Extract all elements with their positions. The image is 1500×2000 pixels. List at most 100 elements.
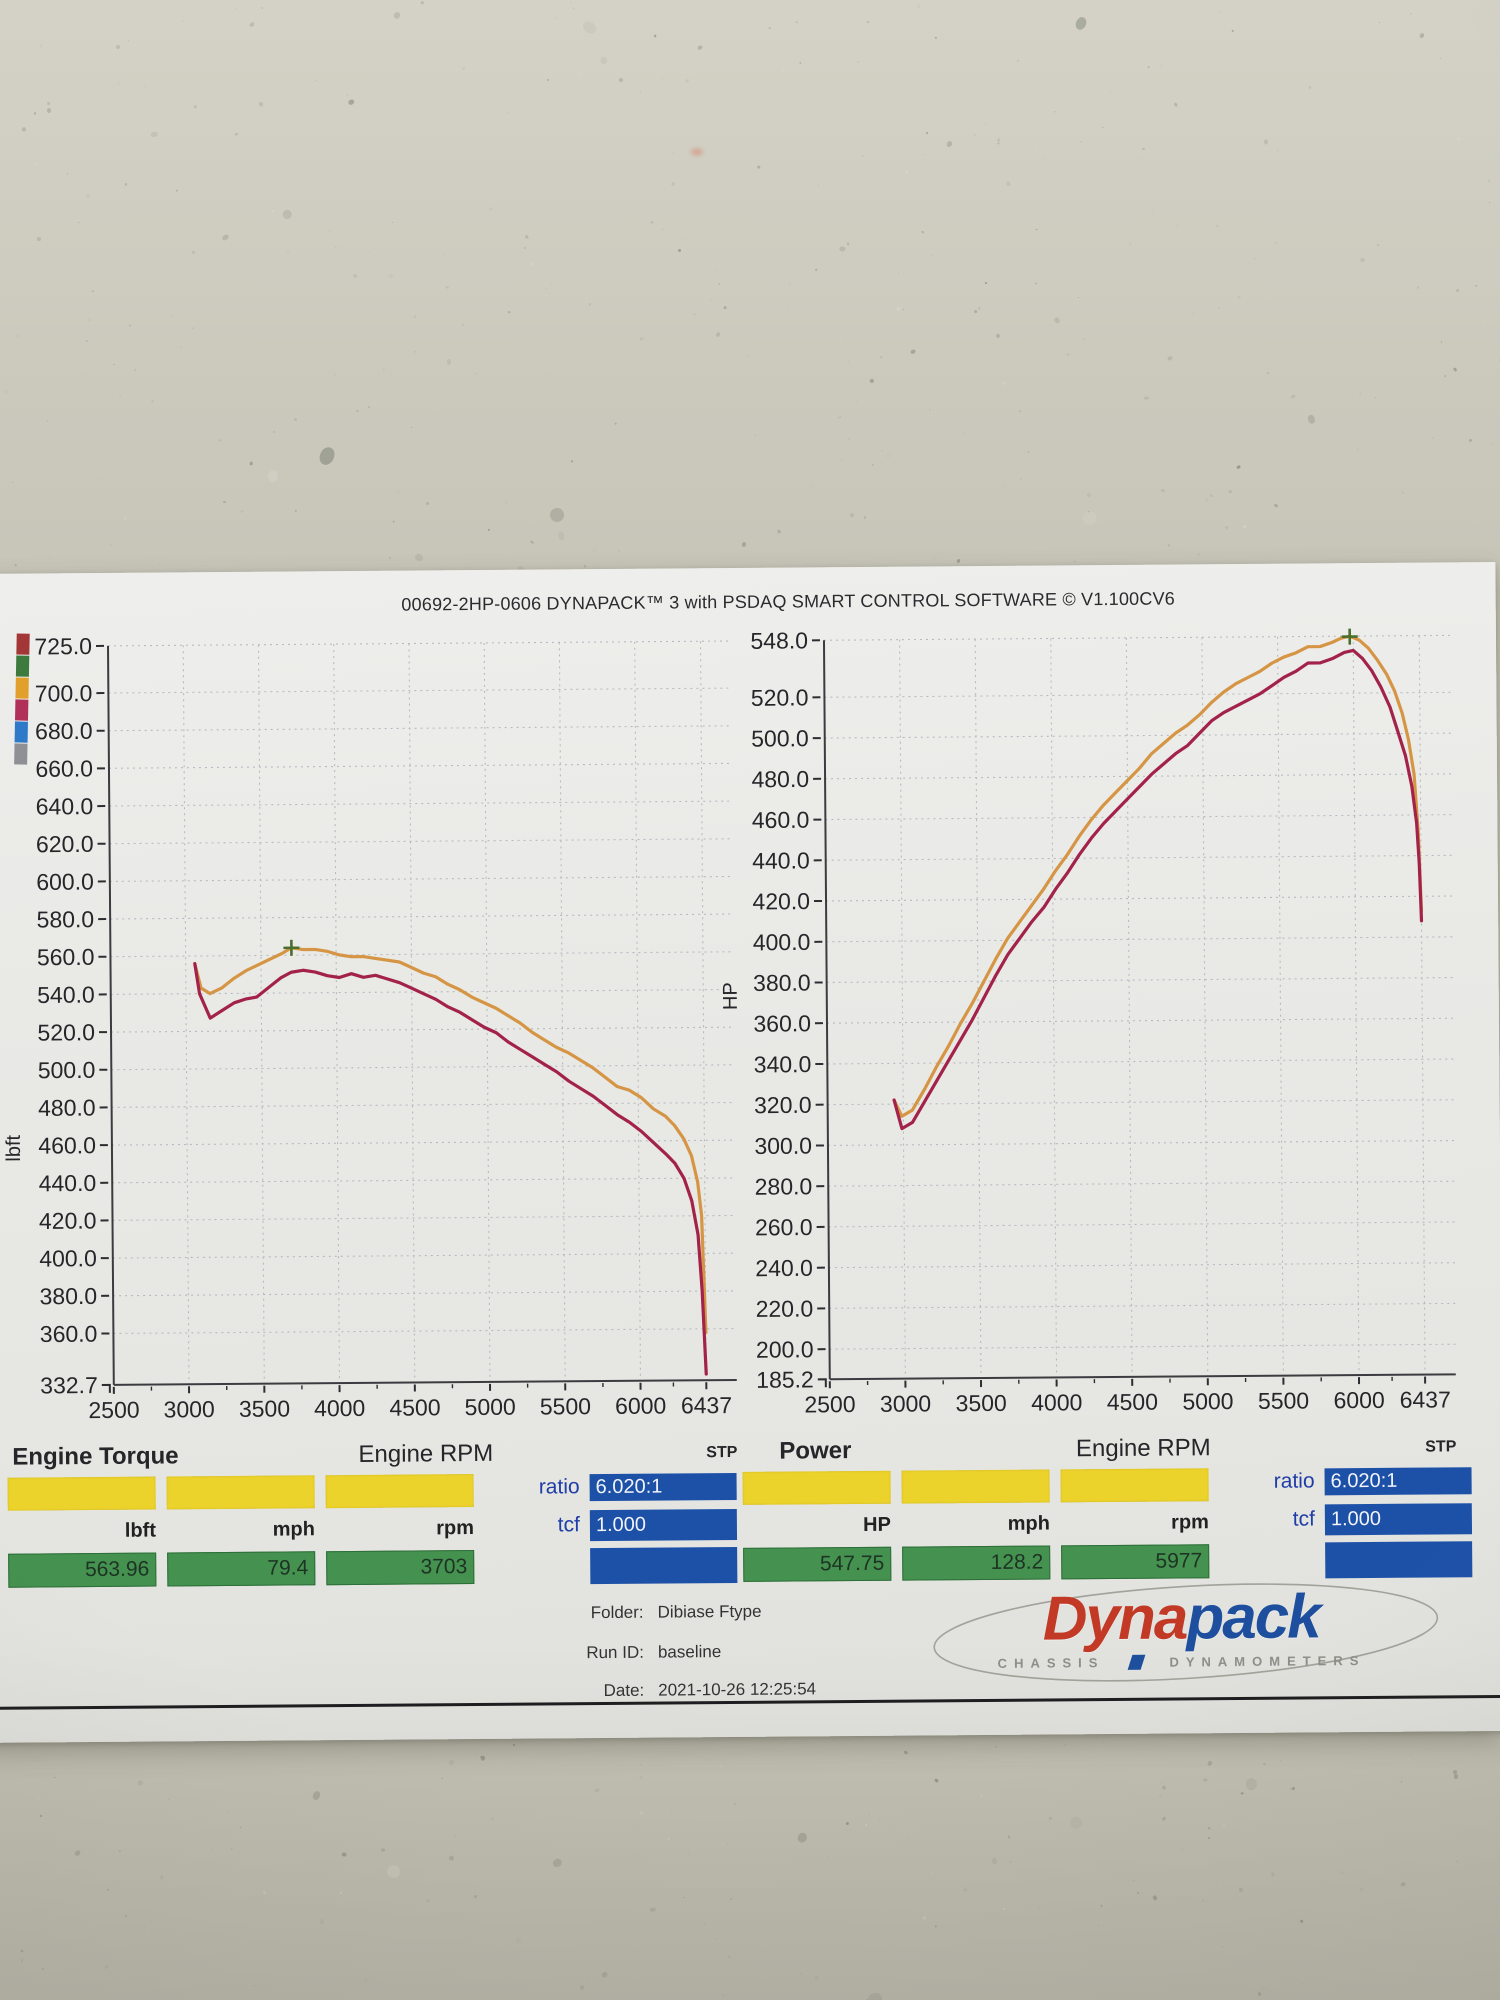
countertop-speck [352,273,358,279]
ratio-label: ratio [538,1475,580,1499]
countertop-speck [393,520,396,523]
countertop-speck [639,1764,641,1766]
y-tick-label: 660.0 [35,755,93,781]
y-tick-label: 185.2 [756,1366,814,1392]
countertop-speck [1422,360,1425,363]
countertop-speck [701,498,704,501]
countertop-speck [234,7,238,11]
countertop-speck [818,185,820,187]
countertop-speck [262,1891,267,1895]
countertop-speck [21,126,27,132]
y-tick-label: 680.0 [35,718,93,744]
power-stp-note: STP [1425,1438,1457,1456]
countertop-speck [448,1855,455,1861]
countertop-speck [601,1970,609,1979]
countertop-speck [340,1891,343,1894]
countertop-speck [1179,1847,1184,1852]
ratio-value: 6.020:1 [1324,1467,1472,1496]
countertop-speck [1101,1740,1104,1743]
countertop-speck [705,1809,708,1811]
countertop-speck [253,1985,256,1987]
countertop-speck [124,1914,128,1918]
countertop-speck [1141,148,1145,151]
countertop-speck [311,1790,322,1802]
countertop-speck [411,1767,413,1770]
countertop-speck [586,1977,589,1980]
countertop-speck [137,1779,143,1786]
tick-labels: 725.0 700.0 680.0 660.0 640.0 620.0 600.0 580.0… [34,633,732,1423]
countertop-speck [1254,257,1257,260]
countertop-speck [614,423,617,425]
y-tick-label: 360.0 [40,1321,98,1347]
countertop-speck [97,478,100,481]
countertop-speck [741,541,747,548]
countertop-speck [33,111,37,115]
countertop-speck [167,1799,170,1802]
countertop-speck [175,189,178,192]
countertop-speck [867,20,870,23]
countertop-speck [529,524,531,527]
countertop-speck [1238,1886,1244,1893]
countertop-speck [53,1776,56,1779]
countertop-speck [1218,1887,1221,1890]
countertop-speck [727,1843,729,1845]
countertop-speck [1263,1762,1267,1765]
countertop-speck [341,1851,347,1857]
countertop-speck [618,549,621,552]
tick-marks [95,644,708,1394]
countertop-speck [334,246,336,249]
countertop-speck [1160,1782,1163,1784]
countertop-speck [837,415,842,419]
gridlines [107,640,737,1385]
countertop-speck [112,364,115,366]
x-tick-label: 2500 [88,1397,139,1423]
peak-torque-value: 563.96 [8,1552,157,1588]
countertop-speck [1173,102,1179,107]
countertop-speck [1097,1924,1100,1927]
countertop-speck [921,1815,923,1818]
countertop-speck [1385,268,1388,271]
countertop-speck [512,1743,516,1747]
countertop-speck [902,308,905,311]
countertop-speck [124,182,128,186]
countertop-speck [958,1760,961,1763]
countertop-speck [248,21,255,28]
countertop-speck [410,546,413,549]
countertop-speck [1012,375,1015,378]
countertop-speck [425,502,429,506]
countertop-speck [650,1907,657,1913]
countertop-speck [814,268,818,272]
countertop-speck [1077,296,1080,299]
countertop-speck [1109,90,1112,92]
countertop-speck [545,288,548,290]
countertop-speck [945,140,953,148]
countertop-speck [1132,1879,1135,1882]
countertop-speck [1451,367,1458,373]
countertop-speck [1308,86,1313,90]
countertop-speck [1004,486,1006,489]
countertop-speck [14,563,17,566]
y-tick-label: 220.0 [756,1295,814,1321]
y-tick-label: 500.0 [751,725,809,751]
countertop-speck [977,306,981,311]
countertop-speck [387,273,393,278]
countertop-speck [1400,1780,1403,1783]
logo-wordmark: Dynapack [923,1582,1438,1653]
countertop-speck [713,268,718,272]
countertop-speck [293,417,297,421]
countertop-speck [1369,1813,1371,1816]
countertop-speck [845,1821,850,1826]
unit-label: mph [1007,1512,1051,1535]
y-tick-label: 548.0 [750,627,808,653]
countertop-speck [409,386,411,388]
countertop-speck [191,250,196,255]
countertop-speck [715,330,722,338]
peak-power-value: 547.75 [743,1546,892,1582]
x-tick-label: 4500 [1107,1389,1158,1415]
countertop-speck [529,540,534,545]
countertop-speck [1139,385,1142,388]
countertop-speck [480,414,483,418]
countertop-speck [159,1875,164,1880]
countertop-speck [1257,1991,1263,1997]
